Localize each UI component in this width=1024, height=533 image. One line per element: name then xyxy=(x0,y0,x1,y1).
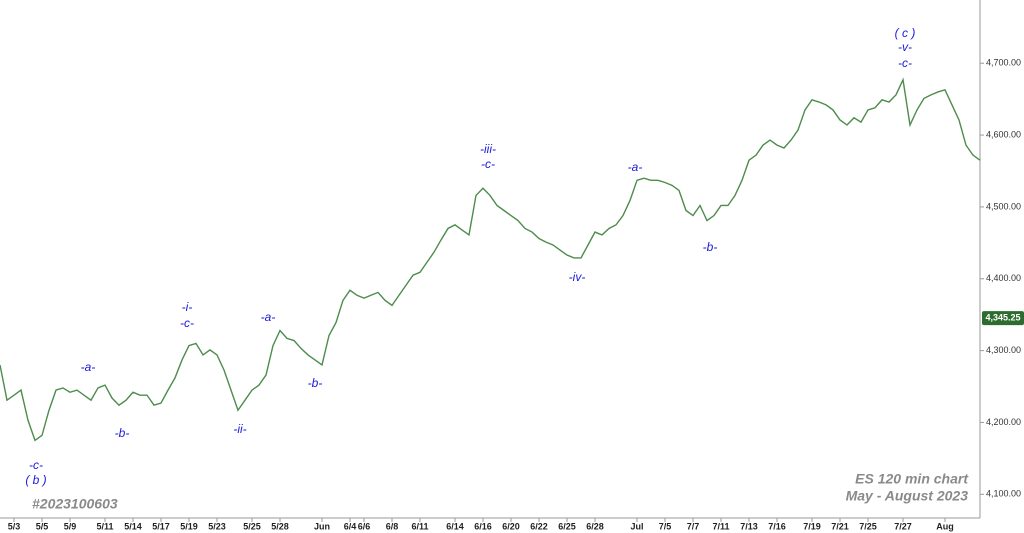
x-tick-label: Jun xyxy=(314,521,330,531)
last-price-box xyxy=(982,311,1024,326)
x-tick-label: 5/5 xyxy=(36,521,49,531)
x-tick-label: Jul xyxy=(630,521,643,531)
x-tick-label: 6/11 xyxy=(411,521,428,531)
x-tick-label: 7/27 xyxy=(894,521,912,531)
wave-label: -iv- xyxy=(569,270,586,284)
last-price-label: 4,345.25 xyxy=(985,312,1020,322)
wave-label: -c- xyxy=(898,56,912,70)
y-tick-label: 4,500.00 xyxy=(986,201,1021,211)
wave-label: -i- xyxy=(182,300,193,314)
x-tick-label: 5/19 xyxy=(180,521,198,531)
chart-subtitle: May - August 2023 xyxy=(846,488,969,504)
x-tick-label: 6/25 xyxy=(558,521,576,531)
x-tick-label: 5/23 xyxy=(208,521,226,531)
wave-label: -c- xyxy=(180,316,194,330)
y-tick-label: 4,400.00 xyxy=(986,273,1021,283)
wave-label: -a- xyxy=(81,360,96,374)
x-tick-label: 5/9 xyxy=(64,521,77,531)
wave-label: -iii- xyxy=(480,142,496,156)
x-tick-label: 7/21 xyxy=(831,521,849,531)
x-tick-label: 7/25 xyxy=(859,521,877,531)
x-tick-label: 6/8 xyxy=(386,521,399,531)
x-tick-label: 5/17 xyxy=(152,521,170,531)
x-tick-label: 5/3 xyxy=(8,521,21,531)
x-tick-label: 5/11 xyxy=(96,521,113,531)
x-tick-label: 5/28 xyxy=(271,521,289,531)
wave-label: -a- xyxy=(628,160,643,174)
wave-label: -c- xyxy=(29,458,43,472)
chart-id: #2023100603 xyxy=(32,496,118,512)
x-tick-label: 6/20 xyxy=(502,521,520,531)
chart-title: ES 120 min chart xyxy=(855,471,969,487)
wave-label: -b- xyxy=(115,426,130,440)
x-tick-label: Aug xyxy=(936,521,954,531)
wave-label: ( b ) xyxy=(25,473,46,487)
wave-label: -c- xyxy=(481,157,495,171)
x-tick-label: 6/6 xyxy=(358,521,371,531)
plot-area xyxy=(0,0,980,518)
y-tick-label: 4,600.00 xyxy=(986,129,1021,139)
wave-label: -a- xyxy=(261,310,276,324)
y-tick-label: 4,100.00 xyxy=(986,489,1021,499)
y-tick-label: 4,300.00 xyxy=(986,345,1021,355)
wave-label: -ii- xyxy=(233,422,246,436)
x-tick-label: 7/13 xyxy=(740,521,758,531)
x-tick-label: 7/16 xyxy=(768,521,786,531)
x-tick-label: 6/14 xyxy=(446,521,464,531)
x-tick-label: 7/7 xyxy=(687,521,700,531)
x-tick-label: 6/4 xyxy=(344,521,357,531)
wave-label: -b- xyxy=(308,376,323,390)
price-line xyxy=(0,77,981,442)
x-tick-label: 6/22 xyxy=(530,521,548,531)
x-tick-label: 6/28 xyxy=(586,521,604,531)
x-tick-label: 6/16 xyxy=(474,521,492,531)
wave-label: -b- xyxy=(703,240,718,254)
y-tick-label: 4,200.00 xyxy=(986,417,1021,427)
wave-label: -v- xyxy=(898,40,912,54)
x-tick-label: 5/14 xyxy=(124,521,142,531)
x-tick-label: 5/25 xyxy=(243,521,261,531)
wave-label: ( c ) xyxy=(895,26,916,40)
x-tick-label: 7/11 xyxy=(712,521,729,531)
x-tick-label: 7/19 xyxy=(803,521,821,531)
x-tick-label: 7/5 xyxy=(659,521,672,531)
y-tick-label: 4,700.00 xyxy=(986,58,1021,68)
